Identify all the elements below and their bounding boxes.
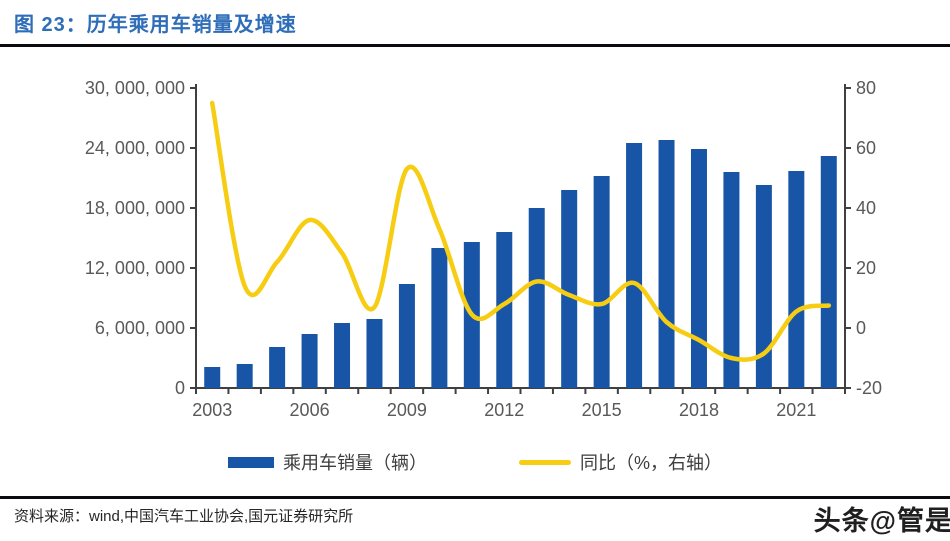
bar-2009	[398, 284, 415, 388]
right-axis-tick-label: 60	[856, 138, 876, 158]
left-axis-tick-label: 30, 000, 000	[85, 78, 185, 98]
top-divider	[0, 44, 950, 47]
bar-2007	[334, 323, 351, 388]
bar-2017	[658, 140, 675, 388]
bar-2019	[723, 172, 740, 388]
line-swatch-icon	[518, 459, 571, 465]
bar-2010	[431, 248, 448, 388]
growth-line	[209, 100, 832, 362]
left-axis-tick-label: 24, 000, 000	[85, 138, 185, 158]
bar-2008	[366, 319, 383, 388]
right-axis-tick-label: -20	[856, 378, 882, 398]
bottom-divider	[0, 496, 950, 499]
bar-2020	[755, 185, 772, 388]
bar-2003	[204, 367, 221, 388]
left-axis-tick-label: 18, 000, 000	[85, 198, 185, 218]
left-axis-tick-label: 0	[175, 378, 185, 398]
x-axis-tick-label: 2003	[192, 400, 232, 420]
right-axis-tick-label: 40	[856, 198, 876, 218]
right-axis-tick-label: 0	[856, 318, 866, 338]
bar-2004	[236, 364, 253, 388]
left-axis-tick-label: 6, 000, 000	[95, 318, 185, 338]
x-axis-tick-label: 2012	[484, 400, 524, 420]
bar-2021	[788, 171, 805, 388]
chart-legend: 乘用车销量（辆） 同比（%，右轴）	[0, 449, 950, 475]
bar-2012	[496, 232, 513, 388]
bar-2014	[561, 190, 578, 388]
legend-label-growth: 同比（%，右轴）	[579, 453, 722, 473]
bar-2016	[626, 143, 643, 388]
legend-item-growth: 同比（%，右轴）	[518, 449, 722, 475]
x-axis-tick-label: 2018	[679, 400, 719, 420]
x-axis-tick-label: 2006	[290, 400, 330, 420]
figure-title: 图 23：历年乘用车销量及增速	[14, 14, 297, 36]
bar-2022	[820, 156, 837, 388]
bar-2013	[528, 208, 545, 388]
bar-swatch-icon	[227, 456, 274, 468]
legend-item-sales: 乘用车销量（辆）	[227, 449, 427, 475]
bar-2005	[269, 347, 286, 388]
x-axis-tick-label: 2021	[776, 400, 816, 420]
legend-label-sales: 乘用车销量（辆）	[282, 453, 427, 473]
x-axis-tick-label: 2009	[387, 400, 427, 420]
watermark-text: 头条@管是	[813, 506, 950, 536]
x-axis-tick-label: 2015	[582, 400, 622, 420]
bar-2018	[690, 149, 707, 388]
left-axis-tick-label: 12, 000, 000	[85, 258, 185, 278]
right-axis-tick-label: 20	[856, 258, 876, 278]
source-text: 资料来源：wind,中国汽车工业协会,国元证券研究所	[14, 508, 354, 525]
bar-2015	[593, 176, 610, 388]
right-axis-tick-label: 80	[856, 78, 876, 98]
bar-2006	[301, 334, 318, 388]
